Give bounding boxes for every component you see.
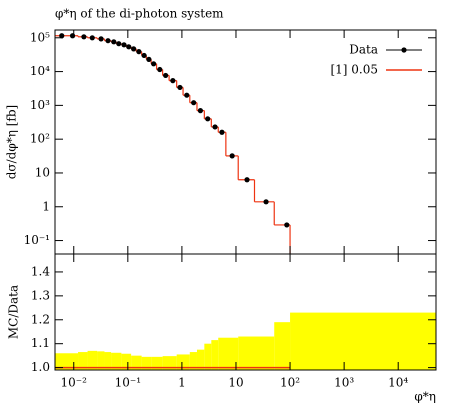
data-point: [205, 116, 211, 122]
ratio-y-tick-label: 1.0: [31, 360, 50, 374]
ratio-band: [78, 352, 88, 370]
chart-title: φ*η of the di-photon system: [55, 7, 224, 21]
y-tick-label: 10⁴: [30, 64, 50, 78]
x-tick-label: 10: [228, 376, 243, 390]
data-point: [157, 66, 163, 73]
legend-label: Data: [349, 43, 378, 57]
data-point: [105, 38, 111, 44]
data-point: [89, 35, 95, 41]
ratio-y-tick-label: 1.2: [31, 312, 50, 326]
ratio-band: [290, 312, 436, 370]
data-point: [184, 92, 190, 98]
ratio-y-tick-label: 1.3: [31, 288, 50, 302]
ratio-axis-label: MC/Data: [7, 285, 21, 339]
y-tick-label: 10⁵: [30, 30, 50, 44]
ratio-band: [238, 336, 275, 370]
x-axis-label: φ*η: [414, 390, 436, 404]
ratio-band: [151, 356, 163, 370]
data-point: [81, 34, 87, 40]
x-tick-label: 10⁴: [388, 376, 408, 390]
data-point: [163, 72, 169, 79]
x-tick-label: 1: [178, 376, 186, 390]
ratio-band: [204, 343, 212, 370]
data-point: [141, 52, 147, 59]
y-axis-label: dσ/dφ*η [fb]: [5, 105, 19, 180]
ratio-band: [131, 355, 142, 370]
ratio-band: [97, 351, 105, 370]
data-point: [170, 78, 176, 84]
ratio-band: [55, 353, 79, 370]
data-point: [146, 56, 152, 62]
ratio-band: [211, 340, 219, 370]
y-tick-label: 10⁻¹: [24, 233, 50, 247]
ratio-band: [189, 352, 197, 370]
x-tick-label: 10³: [334, 376, 354, 390]
data-point: [191, 100, 197, 106]
ratio-frame: [54, 253, 437, 371]
data-point: [121, 42, 127, 48]
ratio-band: [87, 350, 98, 370]
ratio-band: [196, 349, 205, 370]
data-point: [126, 44, 132, 50]
ratio-band: [111, 352, 122, 370]
data-point: [116, 41, 122, 47]
data-point: [177, 84, 183, 91]
ratio-band: [162, 356, 177, 370]
data-point: [197, 108, 204, 114]
y-tick-label: 10: [35, 165, 50, 179]
ratio-y-tick-label: 1.4: [31, 264, 50, 278]
y-tick-label: 10²: [30, 132, 50, 146]
legend-label: [1] 0.05: [330, 63, 378, 77]
data-point: [244, 177, 250, 183]
y-tick-label: 1: [42, 199, 50, 213]
data-point: [111, 39, 117, 45]
ratio-y-tick-label: 1.1: [31, 336, 50, 350]
data-point: [219, 129, 225, 135]
data-point: [212, 124, 218, 130]
data-point: [69, 33, 76, 39]
main-frame: [54, 29, 437, 255]
x-tick-label: 10⁻²: [61, 376, 88, 390]
ratio-band: [141, 356, 152, 370]
legend-swatch: [401, 47, 407, 53]
data-point: [136, 49, 142, 55]
x-tick-label: 10⁻¹: [115, 376, 141, 390]
data-point: [131, 46, 137, 52]
ratio-band: [104, 352, 112, 370]
data-point: [284, 222, 290, 228]
data-point: [229, 153, 235, 159]
data-point: [59, 33, 65, 39]
ratio-band: [176, 354, 190, 370]
ratio-band: [218, 337, 239, 370]
x-tick-label: 10²: [280, 376, 300, 390]
y-tick-label: 10³: [30, 98, 50, 112]
ratio-band: [121, 353, 132, 370]
data-point: [151, 61, 157, 67]
data-point: [263, 199, 269, 205]
data-point: [98, 36, 104, 42]
ratio-band: [274, 322, 291, 370]
